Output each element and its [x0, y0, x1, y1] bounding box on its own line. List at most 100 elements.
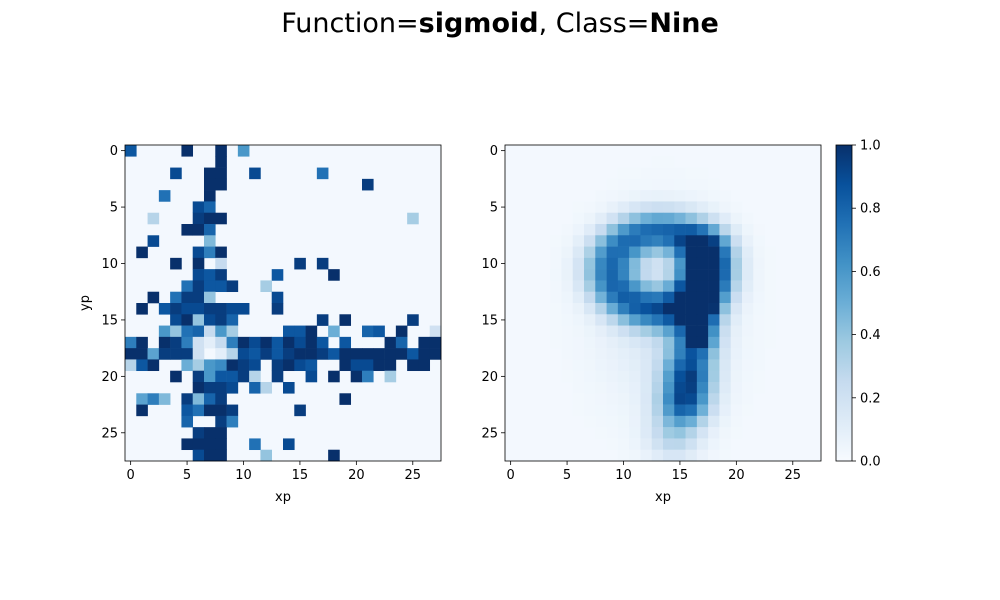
heatmap-cell — [651, 201, 664, 214]
x-tick-label: 0 — [507, 468, 515, 483]
heatmap-cell — [674, 325, 686, 338]
heatmap-cell — [572, 348, 585, 360]
heatmap-cell — [350, 370, 363, 383]
heatmap-cell — [204, 359, 216, 372]
heatmap-cell — [674, 314, 686, 326]
heatmap-cell — [192, 291, 205, 304]
heatmap-cell — [753, 303, 765, 315]
heatmap-cell — [215, 156, 227, 168]
heatmap-cell — [674, 280, 686, 293]
heatmap-cell — [629, 336, 641, 349]
heatmap-cell — [215, 178, 227, 191]
heatmap-cell — [362, 348, 374, 360]
heatmap-cell — [730, 348, 743, 360]
heatmap-cell — [192, 269, 205, 281]
title-separator: , Class= — [538, 8, 650, 39]
heatmap-cell — [192, 359, 205, 372]
heatmap-cell — [294, 348, 306, 360]
heatmap-cell — [617, 291, 630, 304]
y-tick-label: 5 — [110, 201, 118, 216]
heatmap-cell — [663, 449, 675, 462]
heatmap-cell — [294, 404, 306, 417]
heatmap-cell — [651, 393, 664, 405]
heatmap-cell — [708, 449, 720, 462]
heatmap-cell — [181, 438, 194, 451]
heatmap-cell — [226, 359, 239, 372]
heatmap-cell — [606, 348, 619, 360]
heatmap-cell — [606, 404, 619, 417]
heatmap-cell — [719, 314, 732, 326]
heatmap-cell — [685, 246, 698, 259]
heatmap-cell — [730, 246, 743, 259]
heatmap-cell — [663, 370, 675, 383]
heatmap-cell — [215, 212, 227, 225]
heatmap-cell — [651, 382, 664, 394]
heatmap-cell — [696, 325, 709, 338]
heatmap-cell — [181, 145, 194, 157]
heatmap-cell — [719, 291, 732, 304]
heatmap-cell — [237, 336, 250, 349]
heatmap-cell — [708, 314, 720, 326]
heatmap-cell — [181, 415, 194, 428]
heatmap-cell — [674, 190, 686, 202]
heatmap-cell — [730, 201, 743, 214]
heatmap-cell — [192, 325, 205, 338]
heatmap-cell — [685, 291, 698, 304]
heatmap-cell — [685, 359, 698, 372]
heatmap-cell — [742, 224, 754, 236]
heatmap-cell — [595, 393, 607, 405]
heatmap-cell — [674, 303, 686, 315]
heatmap-cell — [742, 212, 754, 225]
heatmap-cell — [170, 257, 182, 270]
heatmap-cell — [204, 336, 216, 349]
heatmap-cell — [237, 145, 250, 157]
heatmap-cell — [249, 359, 261, 372]
heatmap-cell — [674, 269, 686, 281]
heatmap-cell — [215, 382, 227, 394]
heatmap-cell — [640, 178, 653, 191]
heatmap-cell — [730, 280, 743, 293]
x-axis-label: xp — [275, 490, 291, 505]
heatmap-cell — [663, 348, 675, 360]
heatmap-cell — [350, 348, 363, 360]
heatmap-cell — [215, 359, 227, 372]
heatmap-cell — [674, 235, 686, 247]
heatmap-cell — [249, 336, 261, 349]
heatmap-cell — [651, 438, 664, 451]
x-axis-label: xp — [655, 490, 671, 505]
heatmap-cell — [204, 246, 216, 259]
heatmap-cell — [584, 382, 596, 394]
heatmap-cell — [147, 359, 160, 372]
heatmap-cell — [407, 359, 419, 372]
heatmap-cell — [215, 145, 227, 157]
heatmap-cell — [283, 336, 295, 349]
heatmap-cell — [651, 314, 664, 326]
figure-title: Function=sigmoid, Class=Nine — [0, 8, 1000, 39]
heatmap-cell — [192, 382, 205, 394]
heatmap-cell — [742, 235, 754, 247]
heatmap-cell — [640, 314, 653, 326]
heatmap-cell — [350, 359, 363, 372]
heatmap-cell — [158, 393, 171, 405]
heatmap-cell — [674, 178, 686, 191]
heatmap-cell — [617, 370, 630, 383]
heatmap-cell — [640, 393, 653, 405]
heatmap-cell — [606, 427, 619, 439]
heatmap-cell — [696, 257, 709, 270]
heatmap-cell — [719, 257, 732, 270]
heatmap-cell — [271, 303, 284, 315]
heatmap-cell — [204, 235, 216, 247]
heatmap-cell — [147, 291, 160, 304]
heatmap-cell — [429, 336, 442, 349]
heatmap-cell — [640, 201, 653, 214]
heatmap-cell — [418, 336, 431, 349]
heatmap-cell — [719, 269, 732, 281]
heatmap-cell — [125, 359, 137, 372]
heatmap-cell — [663, 336, 675, 349]
x-tick-label: 20 — [348, 468, 365, 483]
left-heatmap-panel: 0 5 10 15 20 25 0 5 10 15 20 25 xp yp — [78, 144, 442, 505]
heatmap-cell — [125, 348, 137, 360]
heatmap-cell — [550, 280, 562, 293]
heatmap-cell — [685, 449, 698, 462]
heatmap-cell — [696, 291, 709, 304]
